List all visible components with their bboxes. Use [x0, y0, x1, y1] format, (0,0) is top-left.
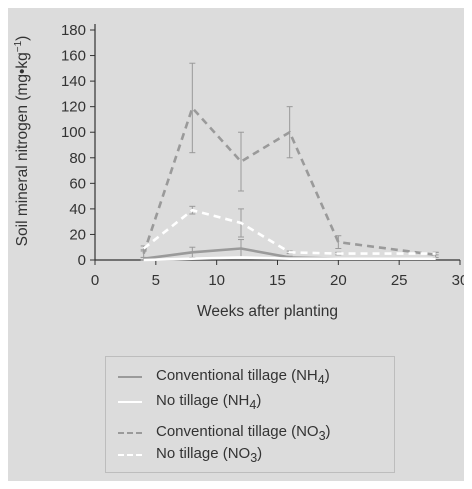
legend-label: No tillage (NH4) [156, 392, 262, 412]
legend-item-no-no3: No tillage (NO3) [118, 445, 262, 465]
x-tick-label: 0 [91, 272, 99, 289]
y-tick-label: 100 [61, 124, 86, 141]
x-tick-label: 15 [269, 272, 286, 289]
y-tick-label: 160 [61, 48, 86, 65]
x-tick-label: 10 [208, 272, 225, 289]
y-tick-label: 80 [69, 150, 86, 167]
legend-item-conv-no3: Conventional tillage (NO3) [118, 423, 331, 443]
series-line-3 [142, 208, 436, 255]
series-line-2 [142, 106, 436, 257]
x-tick-label: 25 [391, 272, 408, 289]
legend-label: No tillage (NO3) [156, 445, 263, 465]
y-tick-label: 180 [61, 22, 86, 39]
figure-panel: 0 20 40 60 80 100 120 140 160 180 0 5 10 15 20 25 30 Week… [8, 8, 464, 481]
legend-swatch-dashed-white [118, 454, 142, 456]
legend-item-conv-nh4: Conventional tillage (NH4) [118, 367, 330, 387]
y-tick-label: 0 [78, 252, 86, 269]
y-tick-label: 140 [61, 73, 86, 90]
legend-label: Conventional tillage (NH4) [156, 367, 330, 387]
x-axis-label: Weeks after planting [197, 303, 338, 320]
y-tick-label: 120 [61, 99, 86, 116]
y-tick-label: 20 [69, 226, 86, 243]
line-chart: 0 20 40 60 80 100 120 140 160 180 0 5 10 15 20 25 30 Week… [13, 22, 464, 320]
legend-label: Conventional tillage (NO3) [156, 423, 331, 443]
x-tick-label: 20 [330, 272, 347, 289]
y-tick-label: 40 [69, 201, 86, 218]
legend-swatch-solid-gray [118, 376, 142, 378]
chart-legend: Conventional tillage (NH4) No tillage (N… [105, 356, 395, 473]
x-tick-label: 30 [452, 272, 464, 289]
series-line-1 [143, 256, 436, 262]
y-tick-label: 60 [69, 175, 86, 192]
x-tick-label: 5 [152, 272, 160, 289]
legend-swatch-solid-white [118, 401, 142, 403]
y-axis-label: Soil mineral nitrogen (mg•kg−1) [13, 36, 31, 247]
legend-swatch-dashed-gray [118, 432, 142, 434]
legend-item-no-nh4: No tillage (NH4) [118, 392, 261, 412]
